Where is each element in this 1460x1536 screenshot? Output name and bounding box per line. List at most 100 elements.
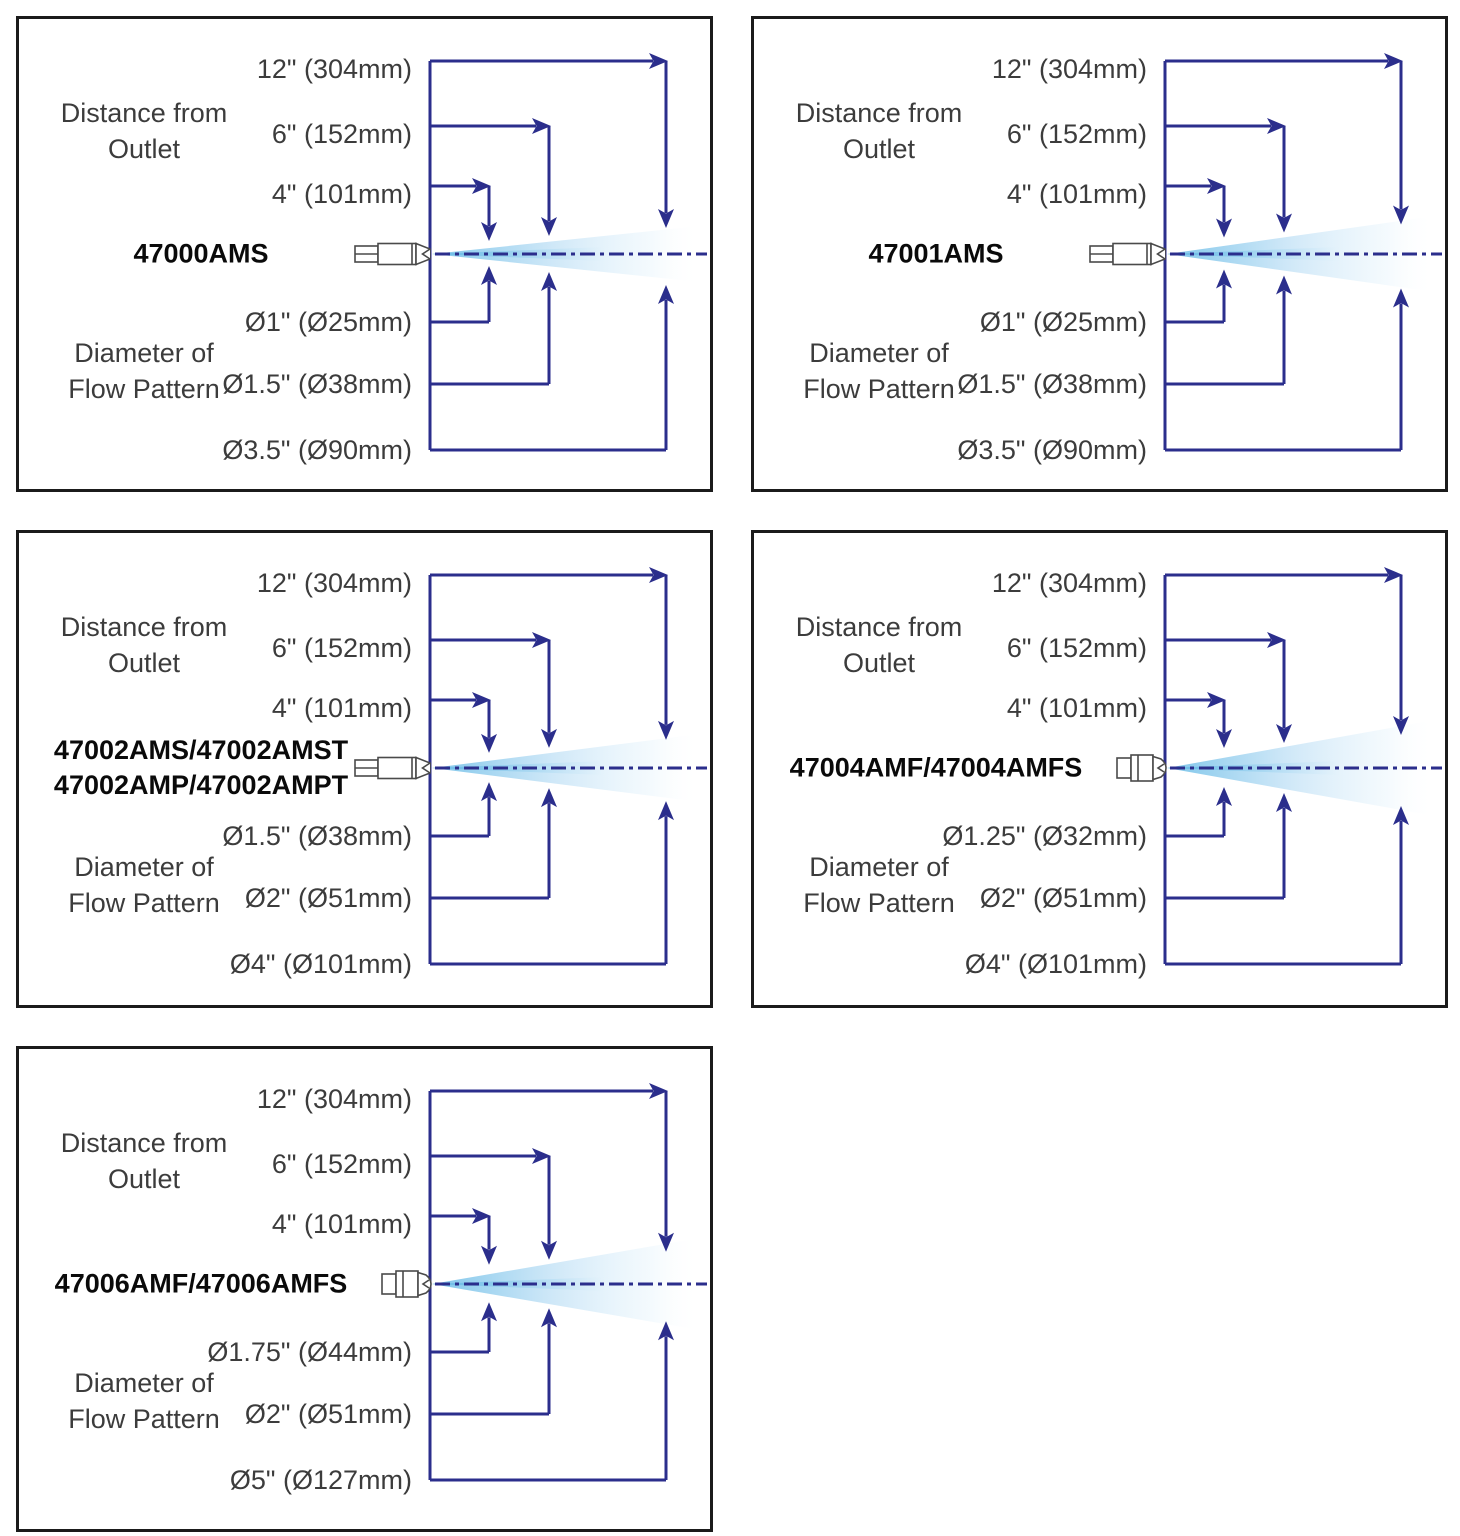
down-arrowhead-icon	[541, 1240, 557, 1260]
down-arrowhead-icon	[1393, 205, 1409, 225]
nozzle-icon	[354, 756, 431, 780]
distance-from-outlet-label: Distance from Outlet	[19, 1125, 269, 1197]
down-arrowhead-icon	[658, 209, 674, 228]
down-arrowhead-icon	[1276, 213, 1292, 233]
model-number-line: 47006AMF/47006AMFS	[54, 1268, 348, 1299]
diameter-label: Ø4" (Ø101mm)	[229, 949, 412, 979]
up-arrowhead-icon	[1393, 806, 1409, 825]
spray-core	[1167, 761, 1339, 775]
model-number: 47002AMS/47002AMST 47002AMP/47002AMPT	[25, 733, 377, 803]
diameter-of-flow-pattern-label-line: Flow Pattern	[68, 888, 220, 918]
up-arrowhead-icon	[1276, 275, 1292, 295]
flow-diagram	[381, 1083, 707, 1482]
diameter-label: Ø5" (Ø127mm)	[229, 1465, 412, 1495]
distance-from-outlet-label-line: Distance from	[795, 98, 963, 128]
right-arrowhead-icon	[1384, 567, 1403, 583]
diameter-of-flow-pattern-label-line: Flow Pattern	[68, 374, 220, 404]
down-arrowhead-icon	[1216, 729, 1232, 748]
up-arrowhead-icon	[481, 266, 497, 285]
right-arrowhead-icon	[532, 632, 551, 648]
diameter-of-flow-pattern-label-line: Diameter of	[74, 1368, 214, 1398]
distance-from-outlet-label: Distance from Outlet	[754, 609, 1004, 681]
diameter-of-flow-pattern-label: Diameter of Flow Pattern	[19, 1365, 269, 1437]
model-number: 47001AMS	[760, 237, 1112, 272]
up-arrowhead-icon	[658, 1321, 674, 1341]
down-arrowhead-icon	[1276, 724, 1292, 743]
diameter-of-flow-pattern-label-line: Flow Pattern	[803, 374, 955, 404]
diameter-of-flow-pattern-label-line: Diameter of	[74, 852, 214, 882]
model-number: 47006AMF/47006AMFS	[25, 1267, 377, 1302]
diameter-label: Ø1.75" (Ø44mm)	[207, 1337, 412, 1367]
right-arrowhead-icon	[1267, 118, 1286, 134]
diameter-of-flow-pattern-label: Diameter of Flow Pattern	[754, 335, 1004, 407]
diameter-label: Ø1.25" (Ø32mm)	[942, 821, 1147, 851]
diameter-label: Ø2" (Ø51mm)	[979, 883, 1147, 913]
up-arrowhead-icon	[658, 801, 674, 821]
diameter-of-flow-pattern-label-line: Flow Pattern	[68, 1404, 220, 1434]
down-arrowhead-icon	[481, 733, 497, 753]
up-arrowhead-icon	[481, 782, 497, 802]
distance-from-outlet-label-line: Outlet	[842, 648, 916, 678]
diameter-label: Ø2" (Ø51mm)	[244, 1399, 412, 1429]
spray-core	[432, 1277, 604, 1291]
spray-core	[432, 247, 604, 261]
flow-diagram	[1116, 567, 1442, 966]
right-arrowhead-icon	[472, 178, 491, 194]
right-arrowhead-icon	[1267, 632, 1286, 648]
diameter-label: Ø2" (Ø51mm)	[244, 883, 412, 913]
model-number: 47000AMS	[25, 237, 377, 272]
up-arrowhead-icon	[541, 272, 557, 291]
spray-core	[432, 761, 604, 775]
up-arrowhead-icon	[658, 285, 674, 304]
distance-from-outlet-label-line: Distance from	[60, 612, 228, 642]
right-arrowhead-icon	[649, 53, 668, 69]
flow-pattern-panel-47001AMS: Distance from Outlet Diameter of Flow Patte…	[751, 16, 1448, 492]
distance-label: 12" (304mm)	[256, 1084, 412, 1114]
model-number: 47004AMF/47004AMFS	[760, 751, 1112, 786]
diameter-of-flow-pattern-label: Diameter of Flow Pattern	[19, 849, 269, 921]
up-arrowhead-icon	[1276, 793, 1292, 812]
nozzle-icon	[1116, 754, 1167, 782]
right-arrowhead-icon	[532, 118, 551, 134]
down-arrowhead-icon	[1393, 716, 1409, 735]
nozzle-icon	[1089, 242, 1166, 266]
spray-core	[1167, 247, 1339, 261]
model-number-line: 47002AMP/47002AMPT	[53, 770, 349, 800]
diameter-label: Ø3.5" (Ø90mm)	[222, 435, 412, 465]
model-number-line: 47002AMS/47002AMST	[53, 735, 349, 765]
up-arrowhead-icon	[541, 1308, 557, 1328]
down-arrowhead-icon	[541, 217, 557, 236]
flow-diagram	[354, 53, 707, 452]
distance-label: 12" (304mm)	[991, 54, 1147, 84]
diameter-of-flow-pattern-label: Diameter of Flow Pattern	[19, 335, 269, 407]
distance-label: 12" (304mm)	[991, 568, 1147, 598]
down-arrowhead-icon	[541, 728, 557, 748]
up-arrowhead-icon	[541, 788, 557, 808]
right-arrowhead-icon	[1384, 53, 1403, 69]
distance-label: 4" (101mm)	[1006, 179, 1147, 209]
distance-from-outlet-label: Distance from Outlet	[19, 95, 269, 167]
distance-label: 4" (101mm)	[271, 693, 412, 723]
distance-label: 4" (101mm)	[1006, 693, 1147, 723]
distance-label: 6" (152mm)	[1006, 119, 1147, 149]
model-number-line: 47000AMS	[133, 238, 269, 269]
flow-pattern-panel-47004AMF: Distance from Outlet Diameter of Flow Patte…	[751, 530, 1448, 1008]
distance-from-outlet-label-line: Distance from	[795, 612, 963, 642]
nozzle-icon	[354, 242, 431, 266]
diameter-label: Ø4" (Ø101mm)	[964, 949, 1147, 979]
down-arrowhead-icon	[658, 1232, 674, 1252]
model-number-line: 47004AMF/47004AMFS	[789, 752, 1083, 783]
right-arrowhead-icon	[1207, 692, 1226, 708]
distance-from-outlet-label-line: Outlet	[107, 134, 181, 164]
diameter-of-flow-pattern-label: Diameter of Flow Pattern	[754, 849, 1004, 921]
diameter-label: Ø1.5" (Ø38mm)	[222, 821, 412, 851]
flow-pattern-panel-47002AMS: Distance from Outlet Diameter of Flow Patte…	[16, 530, 713, 1008]
down-arrowhead-icon	[1216, 218, 1232, 238]
distance-from-outlet-label: Distance from Outlet	[754, 95, 1004, 167]
distance-label: 6" (152mm)	[1006, 633, 1147, 663]
distance-label: 12" (304mm)	[256, 54, 412, 84]
right-arrowhead-icon	[472, 692, 491, 708]
right-arrowhead-icon	[649, 567, 668, 583]
distance-from-outlet-label-line: Distance from	[60, 98, 228, 128]
right-arrowhead-icon	[649, 1083, 668, 1099]
